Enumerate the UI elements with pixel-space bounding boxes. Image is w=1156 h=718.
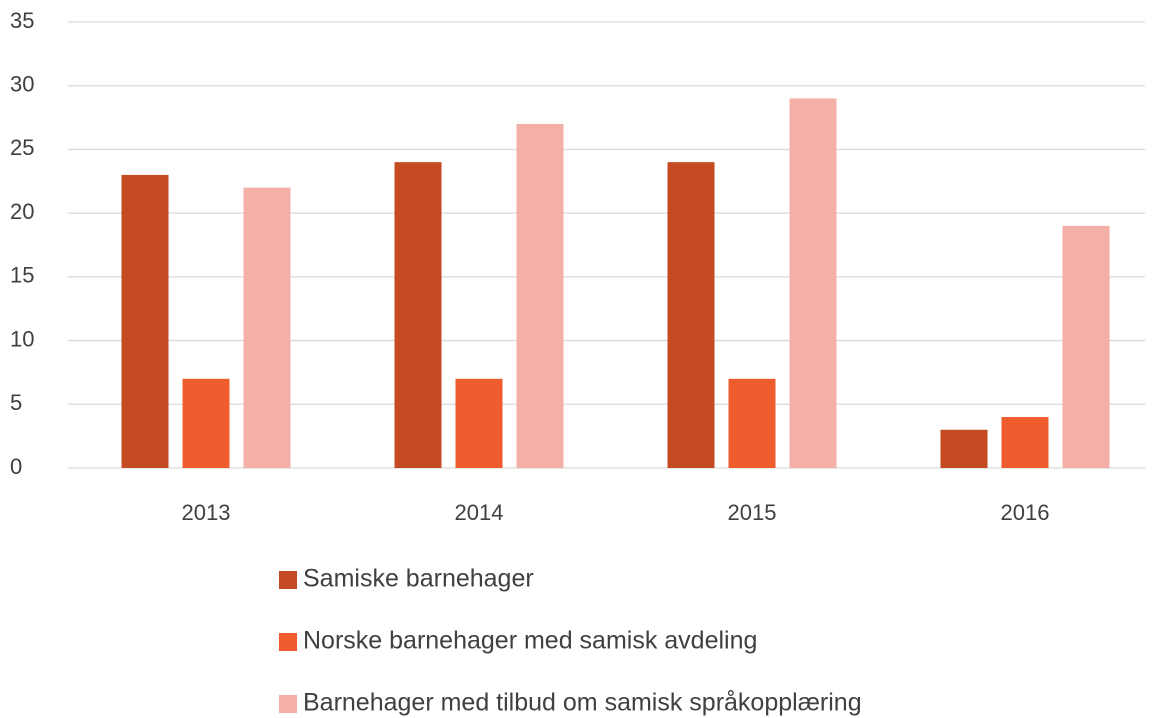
bar (394, 162, 442, 468)
legend-label: Barnehager med tilbud om samisk språkopp… (303, 689, 862, 717)
bar (789, 98, 837, 468)
bar (1001, 417, 1049, 468)
bar (121, 174, 169, 468)
x-tick-label: 2014 (455, 500, 504, 525)
legend-label: Norske barnehager med samisk avdeling (303, 627, 757, 655)
y-tick-label: 35 (10, 8, 34, 33)
legend-label: Samiske barnehager (303, 565, 534, 593)
legend-swatch (279, 695, 297, 713)
y-tick-label: 20 (10, 199, 34, 224)
x-tick-label: 2016 (1001, 500, 1050, 525)
y-tick-label: 10 (10, 326, 34, 351)
y-tick-label: 15 (10, 263, 34, 288)
legend-swatch (279, 633, 297, 651)
y-tick-label: 5 (10, 390, 22, 415)
x-tick-label: 2013 (182, 500, 231, 525)
legend-swatch (279, 571, 297, 589)
bar (243, 187, 291, 468)
bar (728, 378, 776, 468)
bar (455, 378, 503, 468)
bar (1062, 225, 1110, 468)
bar (182, 378, 230, 468)
bar (667, 162, 715, 468)
y-tick-label: 25 (10, 135, 34, 160)
y-tick-label: 30 (10, 72, 34, 97)
y-tick-label: 0 (10, 454, 22, 479)
bar (940, 429, 988, 468)
bar (516, 123, 564, 468)
x-tick-label: 2015 (728, 500, 777, 525)
